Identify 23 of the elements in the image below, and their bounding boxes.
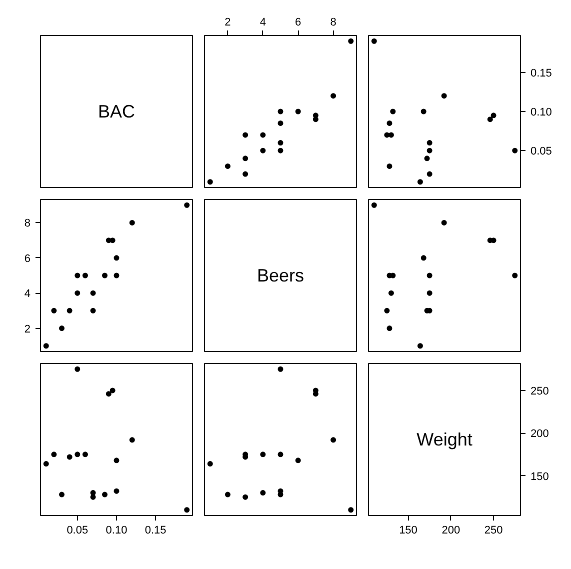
y-tick-label: 0.15 bbox=[530, 67, 552, 80]
text: Beers bbox=[256, 266, 304, 286]
x-tick-label: 200 bbox=[442, 524, 460, 536]
y-tick-label: 8 bbox=[24, 218, 31, 230]
x-tick-label: 8 bbox=[330, 16, 336, 28]
x-tick-label: 150 bbox=[399, 524, 418, 536]
x-tick-label: 250 bbox=[484, 524, 503, 536]
x-tick-label: 0.15 bbox=[144, 524, 166, 536]
y-tick-label: 6 bbox=[24, 252, 31, 265]
y-tick-label: 0.10 bbox=[530, 106, 552, 118]
x-tick-label: 0.05 bbox=[66, 524, 88, 536]
x-tick-label: 0.10 bbox=[106, 524, 128, 536]
y-tick-label: 150 bbox=[530, 470, 549, 483]
x-tick-label: 4 bbox=[260, 16, 266, 28]
y-tick-label: 2 bbox=[24, 323, 31, 336]
x-tick-label: 2 bbox=[224, 16, 231, 28]
x-tick-label: 6 bbox=[295, 16, 302, 28]
y-tick-label: 0.05 bbox=[530, 146, 552, 158]
y-tick-label: 200 bbox=[530, 428, 549, 440]
y-tick-label: 250 bbox=[530, 385, 549, 398]
y-tick-label: 4 bbox=[24, 288, 31, 300]
text: Weight bbox=[416, 430, 472, 450]
text: BAC bbox=[98, 102, 136, 122]
